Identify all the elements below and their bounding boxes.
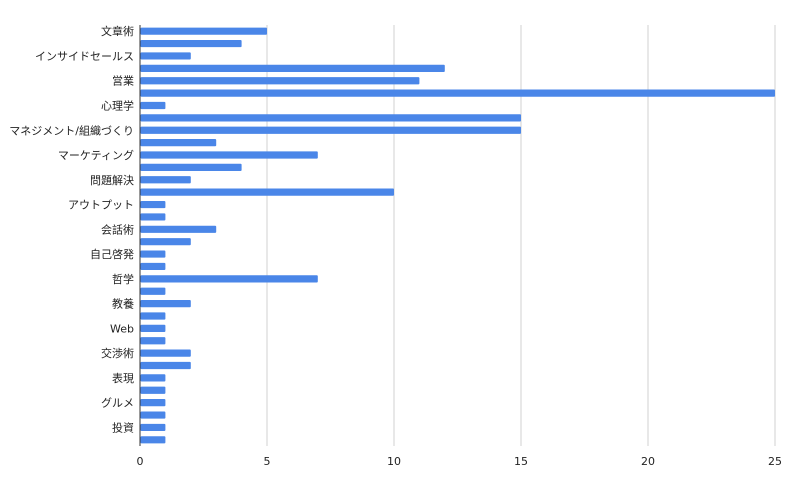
bar <box>140 399 166 407</box>
category-label: 会話術 <box>101 222 134 236</box>
x-tick-label: 15 <box>514 455 528 468</box>
bar <box>140 176 191 184</box>
bars <box>140 27 775 444</box>
bar <box>140 101 166 110</box>
bar <box>140 386 166 394</box>
x-tick-label: 5 <box>264 455 271 468</box>
bar <box>140 200 166 209</box>
bar <box>140 188 394 196</box>
bar <box>140 64 445 72</box>
x-tick-label: 20 <box>641 455 655 468</box>
bar <box>140 262 166 271</box>
bar <box>140 361 191 370</box>
bar <box>140 163 242 171</box>
bar <box>140 423 166 432</box>
bar <box>140 312 166 320</box>
bar <box>140 139 217 147</box>
category-label: 自己啓発 <box>90 247 134 261</box>
category-label: 心理学 <box>101 98 134 112</box>
bar <box>140 225 217 233</box>
bar <box>140 349 191 357</box>
labels: 0 5 10 15 20 25 文章術インサイドセールス営業心理学マネジメント/組織づくりマ… <box>9 24 782 468</box>
bar <box>140 52 191 60</box>
bar <box>140 287 166 295</box>
category-label: アウトプット <box>68 199 134 212</box>
bar <box>140 436 166 444</box>
bar <box>140 411 166 419</box>
bar <box>140 89 775 97</box>
bar <box>140 39 242 48</box>
grid-lines <box>266 25 776 446</box>
category-label: グルメ <box>101 396 134 410</box>
bar <box>140 77 420 85</box>
bar <box>140 238 191 246</box>
category-label: 教養 <box>112 297 134 311</box>
category-label: Web <box>110 322 134 335</box>
x-tick-label: 25 <box>768 455 782 468</box>
category-label: 営業 <box>112 74 134 88</box>
category-label: マネジメント/組織づくり <box>9 124 134 137</box>
category-label: 投資 <box>112 420 134 434</box>
category-label: 表現 <box>112 371 134 385</box>
bar <box>140 27 267 35</box>
bar <box>140 250 166 258</box>
category-label: 交渉術 <box>101 346 134 360</box>
bar <box>140 275 318 283</box>
x-tick-label: 0 <box>137 455 144 468</box>
category-label: マーケティング <box>58 148 134 162</box>
bar <box>140 213 166 221</box>
bar <box>140 114 521 122</box>
category-label: 哲学 <box>112 272 134 286</box>
category-label: 問題解決 <box>90 173 134 187</box>
category-label: 文章術 <box>101 24 134 38</box>
category-label: インサイドセールス <box>35 50 134 63</box>
bar <box>140 374 166 382</box>
bar <box>140 151 318 159</box>
bar <box>140 126 521 134</box>
x-tick-label: 10 <box>387 455 401 468</box>
bar <box>140 324 166 332</box>
bar <box>140 300 191 308</box>
bar <box>140 337 166 345</box>
